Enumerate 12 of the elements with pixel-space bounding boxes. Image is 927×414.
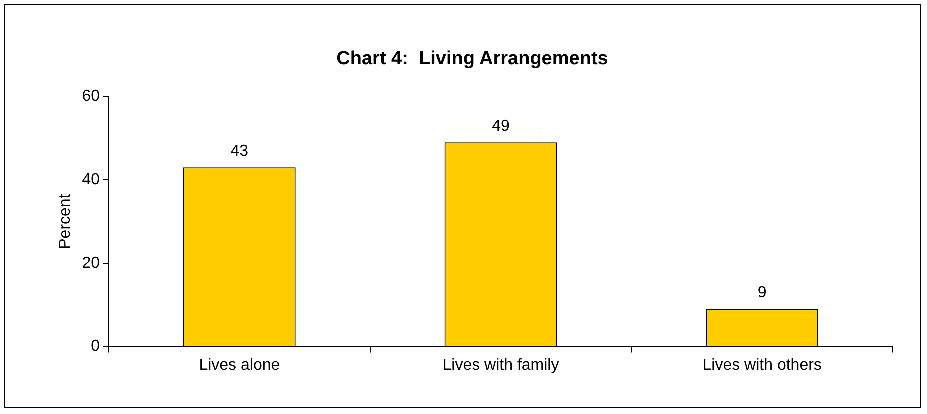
y-tick-label: 60 — [82, 88, 100, 106]
data-label: 9 — [758, 284, 767, 302]
chart-title: Chart 4: Living Arrangements — [336, 48, 608, 70]
y-tick-label: 0 — [91, 338, 100, 356]
data-label: 43 — [230, 143, 249, 160]
data-label: 49 — [492, 118, 510, 136]
y-axis-title: Percent — [57, 194, 74, 250]
x-tick-label: Lives alone — [199, 356, 280, 374]
x-tick-label: Lives with family — [442, 356, 560, 374]
x-tick-label: Lives with others — [702, 356, 822, 374]
y-tick-label: 20 — [82, 254, 100, 272]
y-tick-label: 40 — [82, 172, 100, 189]
